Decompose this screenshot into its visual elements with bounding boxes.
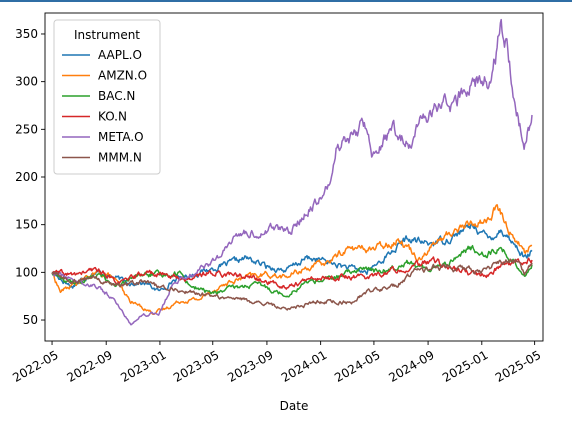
y-tick-label: 300 xyxy=(15,75,38,89)
series-line-amzn-o xyxy=(51,204,533,316)
x-tick-label: 2022-09 xyxy=(64,348,114,385)
x-tick-label: 2025-01 xyxy=(440,348,490,385)
x-tick-label: 2023-05 xyxy=(171,348,221,385)
series-layer xyxy=(51,18,533,326)
y-tick-label: 200 xyxy=(15,170,38,184)
x-tick-label: 2023-09 xyxy=(225,348,275,385)
x-axis: 2022-05 2022-09 2023-01 2023-05 2023-09 2024-… xyxy=(10,341,543,385)
series-line-meta-o xyxy=(51,18,533,326)
x-tick-label: 2023-01 xyxy=(118,348,168,385)
series-line-aapl-o xyxy=(51,222,533,292)
legend-label: BAC.N xyxy=(98,89,135,103)
y-axis: 50 100 150 200 250 300 350 xyxy=(15,27,45,327)
x-tick-label: 2025-05 xyxy=(493,348,543,385)
y-tick-label: 350 xyxy=(15,27,38,41)
legend: Instrument AAPL.O AMZN.O BAC.N KO.N META.O MMM… xyxy=(53,19,161,175)
y-tick-label: 100 xyxy=(15,265,38,279)
window-top-accent-bar xyxy=(0,0,572,2)
legend-label: AAPL.O xyxy=(98,48,142,62)
x-axis-title: Date xyxy=(280,399,309,413)
x-tick-label: 2024-05 xyxy=(332,348,382,385)
x-tick-label: 2024-09 xyxy=(386,348,436,385)
legend-label: MMM.N xyxy=(98,151,142,165)
x-tick-label: 2022-05 xyxy=(10,348,60,385)
legend-label: KO.N xyxy=(98,110,127,124)
series-line-bac-n xyxy=(51,244,533,298)
y-tick-label: 250 xyxy=(15,122,38,136)
series-line-mmm-n xyxy=(51,258,533,311)
legend-title: Instrument xyxy=(74,28,140,42)
legend-label: AMZN.O xyxy=(98,69,147,83)
x-tick-label: 2024-01 xyxy=(279,348,329,385)
legend-label: META.O xyxy=(98,130,144,144)
y-tick-label: 50 xyxy=(23,313,38,327)
y-tick-label: 150 xyxy=(15,218,38,232)
legend-box xyxy=(53,19,161,175)
